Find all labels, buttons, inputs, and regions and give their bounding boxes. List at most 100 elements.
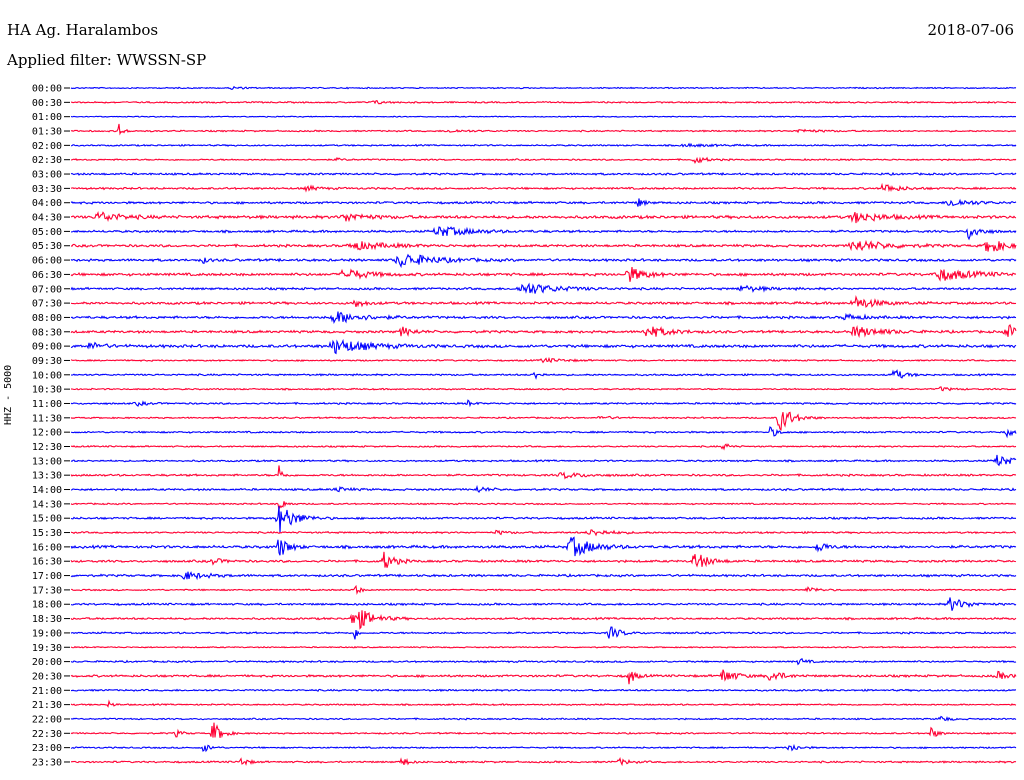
time-tick-label: 17:00 bbox=[32, 571, 62, 582]
time-tick-label: 19:30 bbox=[32, 643, 62, 654]
seismic-trace-0030 bbox=[70, 100, 1017, 105]
seismic-trace-2200 bbox=[70, 715, 1017, 722]
seismic-trace-0230 bbox=[70, 156, 1017, 165]
seismic-trace-1600 bbox=[70, 536, 1017, 557]
seismic-trace-1130 bbox=[70, 411, 1017, 431]
time-tick-label: 03:00 bbox=[32, 170, 62, 181]
time-tick-label: 23:30 bbox=[32, 757, 62, 768]
time-tick-label: 14:00 bbox=[32, 485, 62, 496]
seismic-trace-0900 bbox=[70, 338, 1017, 355]
time-tick-label: 00:30 bbox=[32, 98, 62, 109]
seismic-trace-0630 bbox=[70, 266, 1017, 282]
time-tick-label: 13:00 bbox=[32, 456, 62, 467]
time-tick-label: 05:30 bbox=[32, 241, 62, 252]
time-tick-label: 20:30 bbox=[32, 671, 62, 682]
seismic-trace-0730 bbox=[70, 295, 1017, 308]
seismic-trace-1030 bbox=[70, 386, 1017, 392]
date-label: 2018-07-06 bbox=[927, 21, 1014, 39]
seismic-trace-1300 bbox=[70, 454, 1017, 467]
seismic-trace-2230 bbox=[70, 722, 1017, 739]
time-tick-label: 02:00 bbox=[32, 141, 62, 152]
time-tick-label: 22:30 bbox=[32, 729, 62, 740]
time-tick-label: 19:00 bbox=[32, 628, 62, 639]
time-tick-label: 11:30 bbox=[32, 413, 62, 424]
seismic-trace-1230 bbox=[70, 443, 1017, 451]
time-tick-label: 16:30 bbox=[32, 557, 62, 568]
seismic-trace-0330 bbox=[70, 182, 1017, 193]
seismic-trace-2330 bbox=[70, 756, 1017, 767]
time-tick-label: 13:30 bbox=[32, 471, 62, 482]
time-tick-label: 07:00 bbox=[32, 284, 62, 295]
seismic-trace-1000 bbox=[70, 369, 1017, 380]
time-tick-label: 01:30 bbox=[32, 127, 62, 138]
seismic-trace-1100 bbox=[70, 399, 1017, 408]
seismic-trace-1330 bbox=[70, 465, 1017, 480]
time-tick-label: 07:30 bbox=[32, 299, 62, 310]
time-tick-label: 00:00 bbox=[32, 84, 62, 95]
time-tick-label: 15:00 bbox=[32, 514, 62, 525]
seismic-trace-0100 bbox=[70, 115, 1017, 118]
time-tick-label: 23:00 bbox=[32, 743, 62, 754]
seismic-trace-0430 bbox=[70, 211, 1017, 224]
seismic-trace-1730 bbox=[70, 584, 1017, 595]
seismic-trace-2300 bbox=[70, 743, 1017, 753]
time-tick-label: 20:00 bbox=[32, 657, 62, 668]
time-tick-label: 02:30 bbox=[32, 155, 62, 166]
seismic-trace-0530 bbox=[70, 239, 1017, 252]
seismic-trace-1430 bbox=[70, 501, 1017, 510]
time-tick-label: 15:30 bbox=[32, 528, 62, 539]
seismic-trace-0000 bbox=[70, 85, 1017, 90]
seismic-trace-1630 bbox=[70, 551, 1017, 568]
seismic-trace-1400 bbox=[70, 484, 1017, 493]
seismic-trace-2000 bbox=[70, 658, 1017, 666]
seismic-trace-1200 bbox=[70, 426, 1017, 439]
time-tick-label: 05:00 bbox=[32, 227, 62, 238]
seismic-trace-0700 bbox=[70, 282, 1017, 294]
time-tick-label: 10:00 bbox=[32, 370, 62, 381]
seismic-trace-1900 bbox=[70, 626, 1017, 640]
seismic-trace-0200 bbox=[70, 142, 1017, 148]
time-tick-label: 03:30 bbox=[32, 184, 62, 195]
time-tick-label: 09:30 bbox=[32, 356, 62, 367]
seismic-trace-0130 bbox=[70, 123, 1017, 136]
seismic-trace-1530 bbox=[70, 529, 1017, 537]
time-tick-label: 12:00 bbox=[32, 428, 62, 439]
seismic-trace-2130 bbox=[70, 699, 1017, 708]
seismic-trace-0300 bbox=[70, 171, 1017, 176]
time-tick-label: 10:30 bbox=[32, 385, 62, 396]
filter-label: Applied filter: WWSSN-SP bbox=[7, 51, 207, 69]
time-tick-label: 18:30 bbox=[32, 614, 62, 625]
time-tick-label: 12:30 bbox=[32, 442, 62, 453]
time-tick-label: 06:30 bbox=[32, 270, 62, 281]
time-tick-label: 04:30 bbox=[32, 213, 62, 224]
time-tick-label: 14:30 bbox=[32, 499, 62, 510]
seismic-trace-1830 bbox=[70, 610, 1017, 630]
station-title: HA Ag. Haralambos bbox=[7, 21, 159, 39]
seismic-trace-2030 bbox=[70, 669, 1017, 685]
time-tick-label: 06:00 bbox=[32, 256, 62, 267]
time-tick-label: 08:00 bbox=[32, 313, 62, 324]
time-tick-label: 09:00 bbox=[32, 342, 62, 353]
seismic-trace-1930 bbox=[70, 645, 1017, 649]
seismic-trace-0930 bbox=[70, 356, 1017, 364]
seismic-trace-0600 bbox=[70, 253, 1017, 269]
seismic-trace-0800 bbox=[70, 311, 1017, 325]
seismic-trace-2100 bbox=[70, 688, 1017, 693]
time-tick-label: 08:30 bbox=[32, 327, 62, 338]
time-tick-label: 16:00 bbox=[32, 542, 62, 553]
time-tick-label: 21:30 bbox=[32, 700, 62, 711]
time-tick-label: 18:00 bbox=[32, 600, 62, 611]
seismic-trace-1700 bbox=[70, 571, 1017, 581]
seismic-trace-0400 bbox=[70, 198, 1017, 207]
time-tick-label: 17:30 bbox=[32, 585, 62, 596]
seismic-trace-1500 bbox=[70, 506, 1017, 534]
time-tick-label: 21:00 bbox=[32, 686, 62, 697]
time-tick-label: 04:00 bbox=[32, 198, 62, 209]
seismic-trace-0830 bbox=[70, 324, 1017, 339]
seismic-trace-0500 bbox=[70, 226, 1017, 241]
time-tick-label: 22:00 bbox=[32, 714, 62, 725]
seismic-trace-1800 bbox=[70, 597, 1017, 611]
time-tick-label: 01:00 bbox=[32, 112, 62, 123]
time-tick-label: 11:00 bbox=[32, 399, 62, 410]
